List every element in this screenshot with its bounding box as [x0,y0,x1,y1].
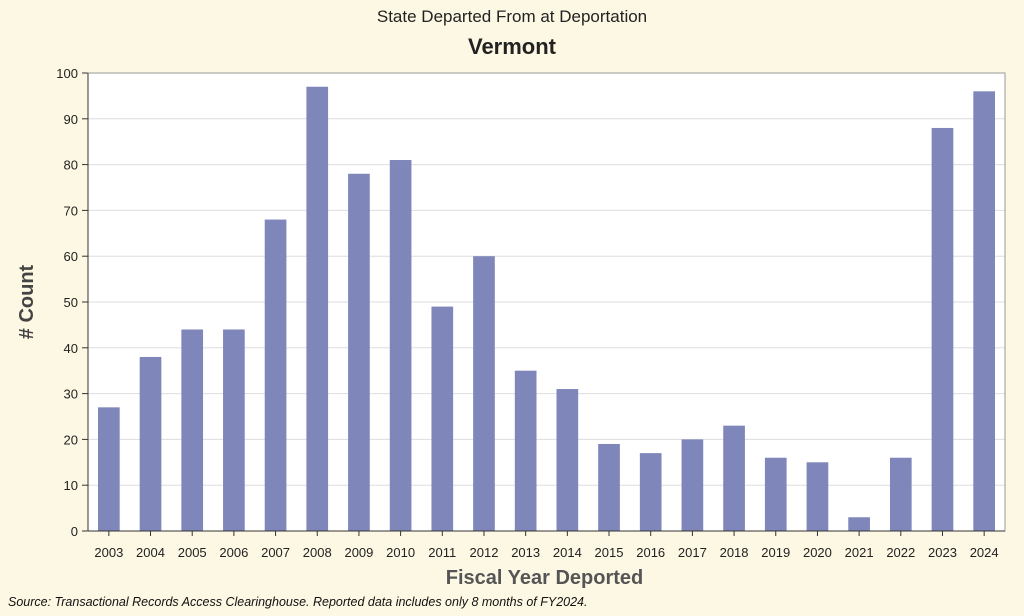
y-tick-label: 60 [64,249,78,264]
x-tick-label: 2016 [636,545,665,560]
x-tick-label: 2007 [261,545,290,560]
y-axis-title: # Count [16,264,38,339]
bar-2009 [348,173,370,531]
bar-2021 [848,517,870,531]
bar-2011 [431,306,454,531]
x-tick-label: 2005 [178,545,207,560]
y-tick-label: 40 [64,341,78,356]
x-tick-label: 2024 [970,545,999,560]
x-tick-label: 2014 [553,545,582,560]
x-tick-label: 2013 [511,545,540,560]
chart-title: State Departed From at Deportation [376,7,648,26]
y-tick-label: 90 [64,112,78,127]
x-tick-label: 2012 [470,545,499,560]
x-tick-label: 2009 [344,545,373,560]
y-tick-label: 70 [64,203,78,218]
x-tick-label: 2018 [720,545,749,560]
x-tick-label: 2017 [678,545,707,560]
x-tick-label: 2003 [94,545,123,560]
bar-2016 [639,453,662,531]
bar-2005 [181,329,204,531]
bar-2022 [889,457,912,531]
bar-2024 [973,91,995,531]
x-tick-label: 2006 [219,545,248,560]
bar-2014 [556,389,579,531]
bar-2015 [598,443,620,531]
bar-2003 [98,407,120,531]
source-note: Source: Transactional Records Access Cle… [8,595,588,609]
y-tick-label: 50 [64,295,78,310]
bar-2023 [931,127,954,532]
y-tick-label: 80 [64,158,78,173]
bar-2013 [514,370,537,531]
x-tick-label: 2010 [386,545,415,560]
y-tick-label: 0 [71,524,78,539]
bar-2008 [306,86,329,532]
bar-2007 [264,219,287,531]
bar-2010 [389,160,412,531]
x-tick-label: 2015 [595,545,624,560]
x-tick-label: 2004 [136,545,165,560]
bar-2012 [473,256,495,531]
y-tick-label: 30 [64,387,78,402]
chart-subtitle: Vermont [467,34,557,59]
bar-2004 [139,356,162,531]
bar-2006 [223,329,245,531]
y-tick-label: 20 [64,432,78,447]
x-axis-title: Fiscal Year Deported [446,567,644,589]
x-tick-label: 2022 [886,545,915,560]
x-tick-label: 2023 [928,545,957,560]
x-tick-label: 2020 [803,545,832,560]
x-tick-label: 2011 [428,545,456,560]
bar-2017 [681,439,704,531]
bar-2018 [723,425,745,531]
x-tick-label: 2008 [303,545,332,560]
y-tick-label: 10 [64,478,78,493]
bar-2019 [764,457,787,531]
x-tick-label: 2021 [845,545,874,560]
x-tick-label: 2019 [761,545,790,560]
bar-2020 [806,462,829,531]
y-tick-label: 100 [56,66,78,81]
